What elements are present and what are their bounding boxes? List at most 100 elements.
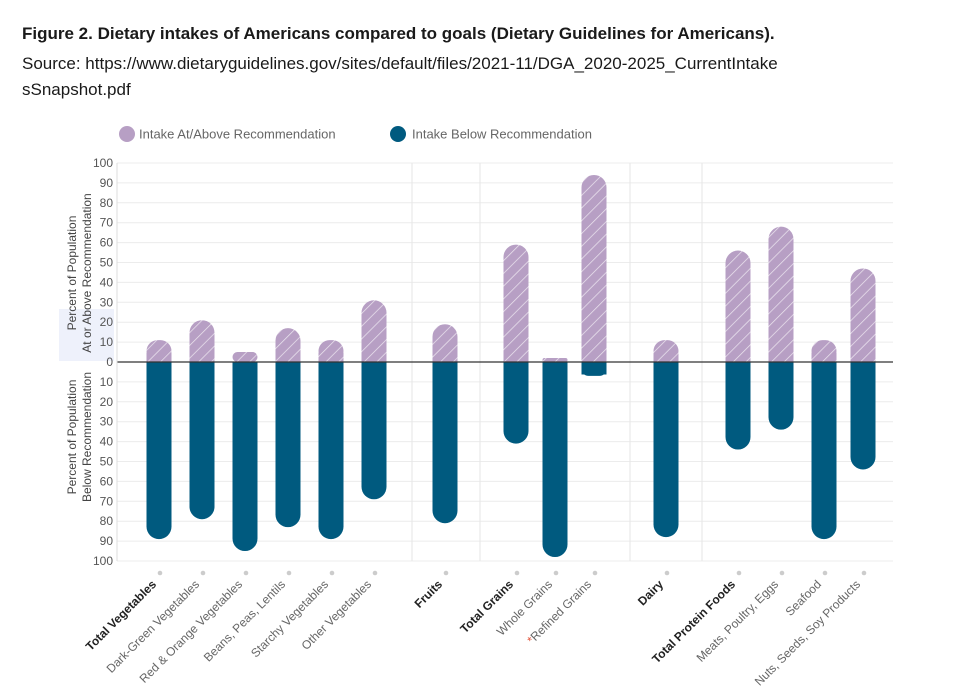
- y-axis-label-line: Below Recommendation: [80, 372, 94, 502]
- legend-label-intake-at-above-recommendation: Intake At/Above Recommendation: [139, 127, 336, 142]
- bar-below-other-vegetables: [361, 362, 387, 500]
- bar-below-base: [318, 362, 344, 375]
- bar-below-base: [725, 362, 751, 375]
- y-tick-label: 30: [100, 415, 114, 429]
- y-axis-label-top: Percent of PopulationAt or Above Recomme…: [65, 193, 94, 352]
- bar-below-seafood: [811, 362, 837, 540]
- y-tick-label: 50: [100, 455, 114, 469]
- y-tick-label: 60: [100, 236, 114, 250]
- x-tick-label-text: Fruits: [412, 577, 446, 611]
- legend-swatch-intake-at-above-recommendation: [119, 126, 135, 142]
- bar-above-whole-grains: [542, 358, 568, 362]
- x-tick-dot: [443, 570, 449, 576]
- bar-below-base: [361, 362, 387, 375]
- bar-above-base: [275, 349, 301, 362]
- bar-above-base: [503, 349, 529, 362]
- y-tick-label: 70: [100, 216, 114, 230]
- y-tick-label: 90: [100, 176, 114, 190]
- y-tick-label: 30: [100, 295, 114, 309]
- x-tick-dot: [861, 570, 867, 576]
- bar-below-total-protein-foods: [725, 362, 751, 450]
- bar-below-fruits: [432, 362, 458, 524]
- y-axis-label-bottom: Percent of PopulationBelow Recommendatio…: [65, 372, 94, 502]
- y-axis-label-line: Percent of Population: [65, 380, 79, 495]
- bar-above-total-protein-foods: [725, 250, 751, 362]
- x-tick-label-total-vegetables: Total Vegetables: [83, 577, 159, 653]
- figure-source: Source: https://www.dietaryguidelines.go…: [22, 54, 778, 99]
- bar-above-nuts-seeds-soy-products: [850, 268, 876, 362]
- bar-below-dairy: [653, 362, 679, 538]
- x-tick-dot: [779, 570, 785, 576]
- bar-above-meats-poultry-eggs: [768, 226, 794, 362]
- bar-above-base: [189, 349, 215, 362]
- bar-below-beans-peas-lentils: [275, 362, 301, 528]
- y-tick-label: 10: [100, 375, 114, 389]
- y-tick-label: 0: [106, 355, 113, 369]
- x-tick-dot: [157, 570, 163, 576]
- bar-below-starchy-vegetables: [318, 362, 344, 540]
- bar-above-total-grains: [503, 244, 529, 362]
- bar-below-base: [189, 362, 215, 375]
- x-tick-label-text: Total Vegetables: [83, 577, 159, 653]
- figure-title: Figure 2. Dietary intakes of Americans c…: [22, 24, 775, 43]
- y-tick-label: 80: [100, 196, 114, 210]
- x-tick-label-meats-poultry-eggs: Meats, Poultry, Eggs: [694, 577, 782, 665]
- x-tick-dot: [514, 570, 520, 576]
- x-tick-dot: [200, 570, 206, 576]
- x-tick-label-text: Meats, Poultry, Eggs: [694, 577, 782, 665]
- y-axis-label-line: At or Above Recommendation: [80, 193, 94, 352]
- bar-above-base: [725, 349, 751, 362]
- bar-above-base: [581, 349, 607, 362]
- y-tick-label: 100: [93, 156, 113, 170]
- bar-below-meats-poultry-eggs: [768, 362, 794, 430]
- y-tick-label: 80: [100, 514, 114, 528]
- bar-above-red-and-orange-vegetables: [232, 352, 258, 362]
- y-tick-label: 60: [100, 474, 114, 488]
- bar-above-base: [361, 349, 387, 362]
- x-tick-label-fruits: Fruits: [412, 577, 446, 611]
- x-tick-label-dairy: Dairy: [635, 577, 666, 608]
- x-tick-dot: [822, 570, 828, 576]
- bar-below-base: [146, 362, 172, 375]
- bar-below-base: [432, 362, 458, 375]
- bar-below-base: [542, 362, 568, 375]
- y-tick-label: 20: [100, 395, 114, 409]
- bar-below-base: [768, 362, 794, 375]
- bar-below-dark-green-vegetables: [189, 362, 215, 520]
- bar-below-base: [581, 362, 607, 375]
- y-tick-label: 10: [100, 335, 114, 349]
- bar-below-total-grains: [503, 362, 529, 444]
- bar-above-refined-grains: [581, 174, 607, 362]
- bar-below-base: [232, 362, 258, 375]
- x-tick-dot: [286, 570, 292, 576]
- y-tick-label: 20: [100, 315, 114, 329]
- bar-above-base: [432, 349, 458, 362]
- bar-below-base: [275, 362, 301, 375]
- y-tick-label: 40: [100, 275, 114, 289]
- y-tick-label: 40: [100, 435, 114, 449]
- bar-below-base: [850, 362, 876, 375]
- x-tick-dot: [736, 570, 742, 576]
- legend-swatch-intake-below-recommendation: [390, 126, 406, 142]
- x-tick-label-text: Starchy Vegetables: [248, 577, 331, 660]
- x-tick-dot: [553, 570, 559, 576]
- bar-below-red-and-orange-vegetables: [232, 362, 258, 552]
- y-axis-label-line: Percent of Population: [65, 216, 79, 331]
- bar-above-base: [768, 349, 794, 362]
- bar-above-base: [850, 349, 876, 362]
- x-tick-label-beans-peas-lentils: Beans, Peas, Lentils: [201, 577, 288, 664]
- bar-below-base: [653, 362, 679, 375]
- x-tick-dot: [372, 570, 378, 576]
- y-tick-label: 100: [93, 554, 113, 568]
- bar-below-whole-grains: [542, 362, 568, 558]
- x-tick-dot: [592, 570, 598, 576]
- y-tick-label: 70: [100, 494, 114, 508]
- x-tick-label-text: Dairy: [635, 577, 666, 608]
- x-tick-dot: [329, 570, 335, 576]
- y-label-highlight: [59, 309, 114, 361]
- bar-above-other-vegetables: [361, 300, 387, 362]
- y-tick-label: 50: [100, 256, 114, 270]
- bar-below-nuts-seeds-soy-products: [850, 362, 876, 470]
- bar-below-total-vegetables: [146, 362, 172, 540]
